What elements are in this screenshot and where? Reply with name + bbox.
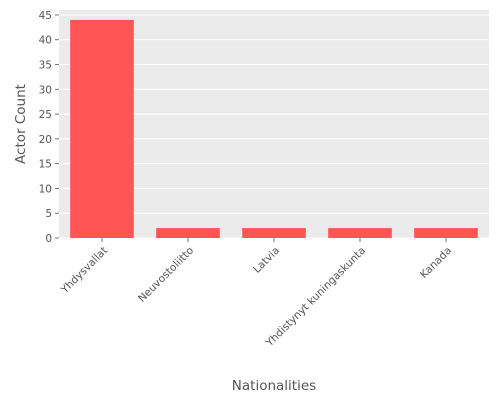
y-tick-label: 10 — [39, 183, 52, 195]
bar — [242, 228, 306, 238]
y-tick-label: 0 — [45, 233, 52, 245]
y-tick-label: 5 — [45, 208, 52, 220]
bars — [70, 19, 478, 239]
y-tick-label: 30 — [39, 84, 52, 96]
bar — [328, 228, 392, 238]
bar — [70, 19, 134, 239]
x-tick-label: Neuvostoliitto — [136, 245, 196, 305]
bar — [156, 228, 220, 238]
x-tick-label: Kanada — [418, 245, 454, 281]
y-tick-label: 35 — [39, 60, 52, 72]
bar — [414, 228, 478, 238]
x-axis-label: Nationalities — [232, 378, 316, 394]
x-tick-label: Yhdysvallat — [58, 245, 110, 297]
x-axis-ticks: Yhdysvallat Neuvostoliitto LatviaYhdistyny… — [58, 238, 454, 350]
y-tick-label: 45 — [39, 10, 52, 22]
y-axis-label: Actor Count — [13, 84, 29, 164]
y-tick-label: 15 — [39, 159, 52, 171]
y-tick-label: 25 — [39, 109, 52, 121]
x-tick-label: Latvia — [251, 245, 282, 276]
x-tick-label: Yhdistynyt kuningaskunta — [263, 245, 368, 350]
y-tick-label: 20 — [39, 134, 52, 146]
y-tick-label: 40 — [39, 35, 52, 47]
y-axis-ticks: 0 5 10 15 20 25 30 35 40 45 — [39, 10, 59, 245]
